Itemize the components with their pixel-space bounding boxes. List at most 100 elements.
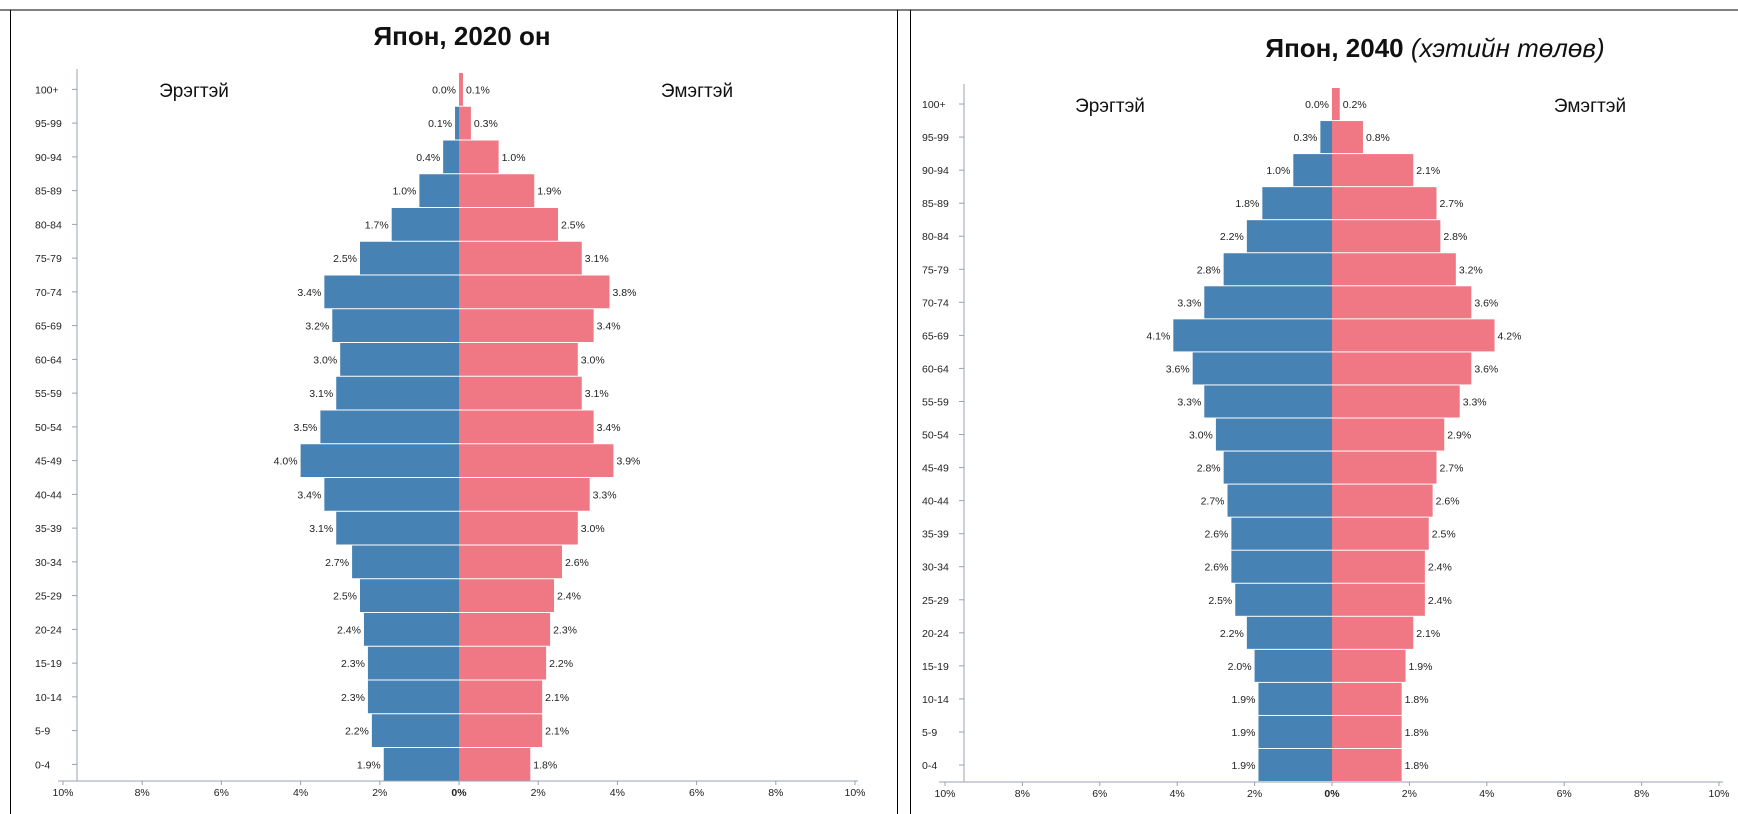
age-label-30-34: 30-34	[35, 557, 62, 569]
value-label-female-40-44: 2.6%	[1436, 496, 1460, 508]
age-label-70-74: 70-74	[922, 297, 949, 309]
value-label-male-95-99: 0.1%	[428, 118, 452, 130]
age-label-100+: 100+	[922, 99, 946, 111]
value-label-male-90-94: 1.0%	[1266, 165, 1290, 177]
value-label-male-50-54: 3.5%	[293, 422, 317, 434]
male-label: Эрэгтэй	[1075, 96, 1145, 117]
value-label-male-25-29: 2.5%	[333, 591, 357, 603]
x-axis: 10% 8% 6% 4% 2% 0% 2% 4% 6% 8% 10%	[52, 780, 866, 799]
value-label-female-25-29: 2.4%	[557, 591, 581, 603]
value-label-female-100+: 0.2%	[1343, 99, 1367, 111]
value-label-male-80-84: 2.2%	[1220, 231, 1244, 243]
chart-title: Япон, 2040 (хэтийн төлөв)	[1265, 33, 1604, 63]
value-label-female-70-74: 3.8%	[612, 287, 636, 299]
x-tick-label: 10%	[1708, 788, 1729, 800]
value-label-male-55-59: 3.3%	[1177, 396, 1201, 408]
bar-female-100+	[459, 73, 463, 106]
age-label-45-49: 45-49	[35, 456, 62, 468]
x-tick-label: 8%	[1634, 788, 1649, 800]
value-label-male-75-79: 2.5%	[333, 253, 357, 265]
value-label-male-30-34: 2.6%	[1204, 562, 1228, 574]
age-label-30-34: 30-34	[922, 562, 949, 574]
age-label-35-39: 35-39	[35, 523, 62, 535]
value-label-male-40-44: 2.7%	[1201, 496, 1225, 508]
value-label-female-0-4: 1.8%	[533, 759, 557, 771]
value-label-male-5-9: 1.9%	[1232, 727, 1256, 739]
value-label-female-80-84: 2.5%	[561, 219, 585, 231]
bar-male-95-99	[1320, 121, 1332, 154]
value-label-male-45-49: 4.0%	[274, 456, 298, 468]
value-label-male-60-64: 3.6%	[1166, 363, 1190, 375]
age-label-65-69: 65-69	[922, 330, 949, 342]
bar-female-75-79	[459, 241, 582, 275]
bar-male-50-54	[320, 410, 459, 444]
x-tick-label: 0%	[451, 787, 467, 799]
bar-female-40-44	[459, 478, 590, 511]
x-tick-label: 6%	[214, 787, 229, 799]
x-tick-label: 8%	[135, 787, 150, 799]
age-label-25-29: 25-29	[922, 595, 949, 607]
age-label-40-44: 40-44	[35, 489, 62, 501]
age-label-100+: 100+	[35, 84, 59, 96]
bar-male-10-14	[367, 680, 459, 714]
female-label: Эмэгтэй	[1554, 96, 1626, 117]
value-label-female-50-54: 3.4%	[597, 422, 621, 434]
value-label-female-15-19: 1.9%	[1409, 661, 1433, 673]
bar-female-5-9	[459, 714, 543, 747]
x-tick-label: 8%	[1015, 788, 1030, 800]
age-label-85-89: 85-89	[35, 186, 62, 198]
x-tick-label: 10%	[844, 787, 865, 799]
value-label-female-60-64: 3.6%	[1474, 363, 1498, 375]
value-label-male-15-19: 2.3%	[341, 658, 365, 670]
bar-female-50-54	[1332, 418, 1445, 451]
x-tick-label: 6%	[1092, 788, 1107, 800]
age-label-10-14: 10-14	[922, 694, 949, 706]
value-label-female-40-44: 3.3%	[593, 489, 617, 501]
bar-male-85-89	[1262, 187, 1332, 220]
bar-male-90-94	[443, 140, 459, 174]
value-label-female-45-49: 3.9%	[616, 456, 640, 468]
value-label-male-90-94: 0.4%	[416, 152, 440, 164]
bar-female-0-4	[1332, 749, 1402, 782]
pyramid-chart-2040: Япон, 2040 (хэтийн төлөв) Эрэгтэй Эмэгтэ…	[922, 33, 1730, 800]
age-label-50-54: 50-54	[922, 430, 949, 442]
bar-male-45-49	[1223, 451, 1332, 484]
chart-title: Япон, 2020 он	[373, 21, 550, 51]
value-label-male-75-79: 2.8%	[1197, 264, 1221, 276]
value-label-female-100+: 0.1%	[466, 84, 490, 96]
value-label-female-20-24: 2.3%	[553, 624, 577, 636]
x-tick-label: 4%	[610, 787, 625, 799]
value-label-female-15-19: 2.2%	[549, 658, 573, 670]
bar-male-80-84	[391, 208, 459, 241]
age-label-90-94: 90-94	[35, 152, 62, 164]
bar-male-40-44	[1227, 484, 1332, 517]
value-label-female-25-29: 2.4%	[1428, 595, 1452, 607]
age-label-80-84: 80-84	[35, 219, 62, 231]
bar-male-50-54	[1215, 418, 1332, 451]
age-label-95-99: 95-99	[922, 132, 949, 144]
age-label-15-19: 15-19	[35, 658, 62, 670]
value-label-female-85-89: 2.7%	[1439, 198, 1463, 210]
bar-female-15-19	[459, 646, 547, 680]
value-label-female-35-39: 2.5%	[1432, 529, 1456, 541]
bars-layer	[300, 73, 614, 781]
value-label-female-80-84: 2.8%	[1443, 231, 1467, 243]
value-label-female-30-34: 2.4%	[1428, 562, 1452, 574]
value-label-female-60-64: 3.0%	[581, 354, 605, 366]
value-label-male-55-59: 3.1%	[309, 388, 333, 400]
bar-female-95-99	[459, 106, 471, 140]
bar-male-5-9	[1258, 715, 1332, 748]
value-label-male-100+: 0.0%	[1305, 99, 1329, 111]
x-tick-label: 2%	[1402, 788, 1417, 800]
bar-female-75-79	[1332, 253, 1456, 286]
bar-male-65-69	[1173, 319, 1332, 352]
x-tick-label: 4%	[293, 787, 308, 799]
bar-male-60-64	[1192, 352, 1332, 385]
age-labels-layer: 100+ 95-99 90-94 85-89 80-84 75-79 70-74 65-69 6…	[922, 84, 965, 782]
value-label-female-85-89: 1.9%	[537, 186, 561, 198]
age-label-95-99: 95-99	[35, 118, 62, 130]
bar-female-25-29	[459, 579, 555, 612]
value-label-female-55-59: 3.3%	[1463, 396, 1487, 408]
value-labels-layer: 0.0% 0.1% 0.1% 0.3% 0.4% 1.0% 1.0% 1.9% 1.7% 2.5%…	[274, 84, 641, 771]
bar-female-80-84	[1332, 220, 1441, 253]
